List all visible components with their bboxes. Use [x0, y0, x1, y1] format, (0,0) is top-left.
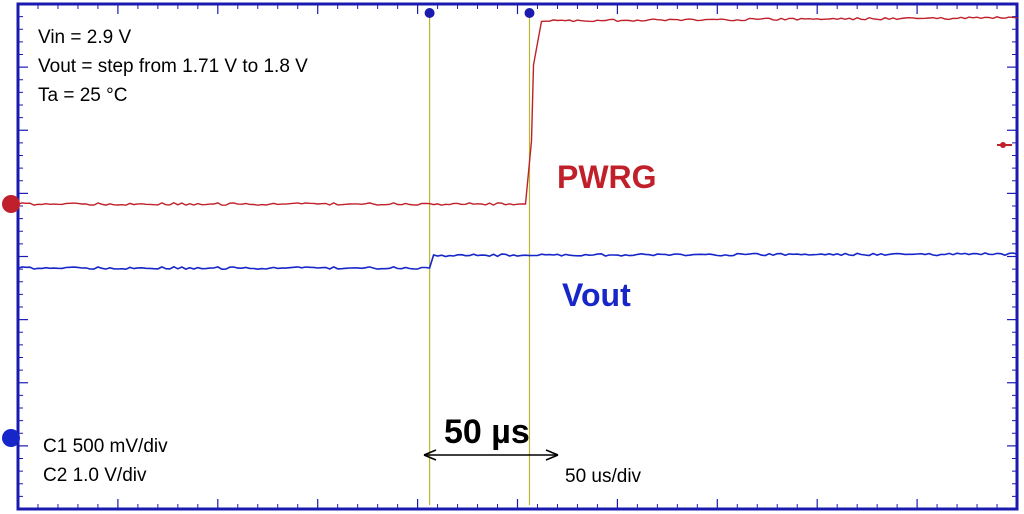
vout-trace — [17, 252, 1018, 271]
cursor-delta-label: 50 µs — [444, 413, 530, 451]
channel2-scale: C2 1.0 V/div — [43, 465, 147, 486]
channel2-ground-marker[interactable] — [2, 429, 20, 447]
condition-vin: Vin = 2.9 V — [38, 27, 131, 48]
channel1-scale: C1 500 mV/div — [43, 436, 168, 457]
vout-trace-label: Vout — [562, 277, 631, 313]
cursor-b-handle[interactable] — [524, 8, 535, 18]
channel1-ground-marker[interactable] — [2, 195, 20, 213]
cursor-delta-dimension — [423, 449, 559, 461]
pwrg-trace-label: PWRG — [557, 159, 657, 195]
timebase-scale: 50 us/div — [565, 466, 642, 487]
pwrg-trace — [17, 16, 1018, 206]
screen-border — [16, 2, 1019, 511]
cursor-a-handle[interactable] — [424, 8, 435, 18]
condition-vout: Vout = step from 1.71 V to 1.8 V — [38, 56, 308, 77]
condition-ta: Ta = 25 °C — [38, 85, 127, 106]
